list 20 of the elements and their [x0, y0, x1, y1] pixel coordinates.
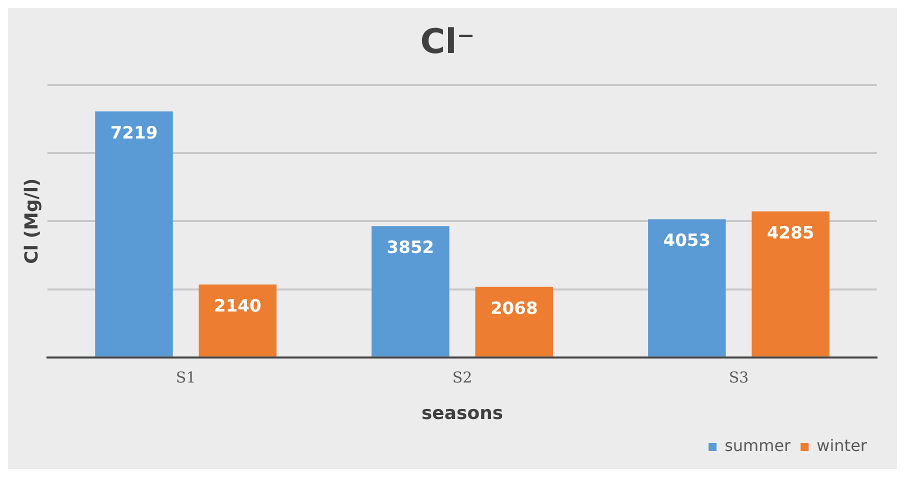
- data-label: 4053: [663, 231, 711, 252]
- data-label: 3852: [386, 238, 434, 258]
- bar: [648, 219, 726, 356]
- legend-label: summer: [724, 436, 792, 456]
- x-tick-label: S1: [176, 368, 196, 386]
- data-label: 2140: [214, 296, 262, 316]
- bar: [198, 284, 277, 356]
- data-label: 2068: [490, 298, 538, 319]
- bar: [372, 226, 450, 356]
- x-tick-label: S2: [452, 368, 472, 386]
- x-tick-label: S3: [728, 368, 749, 386]
- data-label: 7219: [110, 123, 158, 144]
- x-axis-title: seasons: [421, 402, 504, 424]
- bar: [95, 111, 173, 356]
- chart-title: Cl⁻: [420, 22, 475, 62]
- y-axis-title: Cl (Mg/l): [21, 178, 42, 264]
- legend-label: winter: [816, 436, 868, 456]
- bar: [752, 211, 830, 356]
- data-label: 4285: [766, 223, 814, 244]
- bar: [475, 286, 554, 356]
